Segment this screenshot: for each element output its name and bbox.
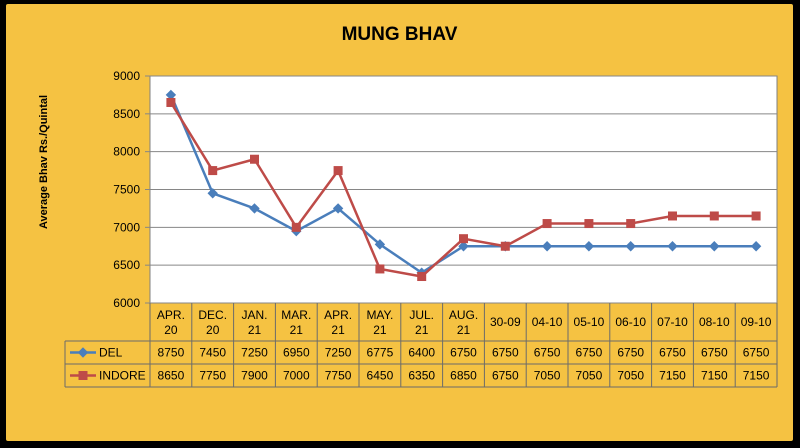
data-point: [750, 241, 762, 252]
data-label: 7250: [325, 346, 352, 360]
data-point: [78, 371, 88, 380]
x-tick-label: 09-10: [741, 315, 772, 329]
data-label: 7450: [199, 346, 226, 360]
data-point: [166, 97, 176, 107]
x-tick-label: 21: [415, 323, 429, 337]
data-label: 7050: [576, 369, 603, 383]
data-label: 7750: [325, 369, 352, 383]
data-label: 7000: [283, 369, 310, 383]
data-label: 6750: [492, 346, 519, 360]
data-point: [250, 154, 259, 164]
x-tick-label: MAY.: [366, 308, 393, 322]
data-point: [500, 241, 510, 251]
data-point: [374, 239, 386, 250]
legend-label: DEL: [99, 346, 123, 360]
data-point: [207, 188, 218, 199]
data-point: [458, 241, 469, 252]
legend-label: INDORE: [99, 369, 146, 383]
x-tick-label: 08-10: [699, 315, 730, 329]
y-tick-label: 7000: [113, 220, 140, 234]
data-point: [417, 272, 427, 282]
data-point: [668, 211, 677, 221]
data-label: 8750: [158, 346, 185, 360]
x-tick-label: 04-10: [532, 315, 563, 329]
chart-title: MUNG BHAV: [341, 24, 458, 45]
y-tick-label: 7500: [113, 183, 140, 197]
x-tick-label: MAR.: [281, 308, 311, 322]
data-point: [332, 203, 344, 214]
data-label: 6400: [408, 346, 435, 360]
data-label: 6750: [492, 369, 519, 383]
data-label: 6750: [576, 346, 603, 360]
data-point: [584, 219, 594, 229]
x-tick-label: 06-10: [615, 315, 646, 329]
x-tick-label: JUL.: [409, 308, 434, 322]
y-tick-label: 8500: [113, 107, 140, 121]
x-tick-label: JAN.: [241, 308, 267, 322]
data-point: [709, 241, 720, 252]
data-label: 6950: [283, 346, 310, 360]
data-label: 6450: [367, 369, 394, 383]
data-point: [625, 241, 636, 252]
x-tick-label: AUG.: [449, 308, 478, 322]
data-label: 6750: [701, 346, 728, 360]
data-label: 6775: [367, 346, 394, 360]
x-tick-label: 21: [290, 323, 304, 337]
data-label: 7050: [534, 369, 561, 383]
data-point: [208, 166, 218, 176]
data-label: 6750: [743, 346, 770, 360]
y-tick-label: 8000: [113, 145, 140, 159]
data-label: 6850: [450, 369, 477, 383]
data-label: 6750: [617, 346, 644, 360]
x-tick-label: APR.: [157, 308, 185, 322]
y-tick-label: 9000: [113, 69, 140, 83]
x-tick-label: 21: [331, 323, 345, 337]
data-label: 6750: [450, 346, 477, 360]
x-tick-label: 21: [457, 323, 471, 337]
x-tick-label: APR.: [324, 308, 352, 322]
data-point: [291, 222, 301, 232]
data-point: [459, 234, 468, 244]
data-point: [751, 211, 761, 221]
y-tick-label: 6000: [113, 296, 140, 310]
x-tick-label: 05-10: [574, 315, 605, 329]
data-point: [626, 219, 636, 229]
x-tick-label: 21: [373, 323, 387, 337]
data-label: 6750: [534, 346, 561, 360]
data-label: 7150: [701, 369, 728, 383]
data-point: [541, 241, 553, 252]
data-point: [77, 347, 89, 358]
data-label: 8650: [158, 369, 185, 383]
x-tick-label: 21: [248, 323, 262, 337]
data-label: 7750: [199, 369, 226, 383]
x-tick-label: 20: [206, 323, 220, 337]
x-tick-label: 30-09: [490, 315, 521, 329]
data-point: [375, 264, 385, 274]
x-tick-label: DEC.: [198, 308, 227, 322]
data-point: [249, 203, 260, 214]
data-point: [542, 219, 552, 229]
x-tick-label: 07-10: [657, 315, 688, 329]
data-label: 6750: [659, 346, 686, 360]
data-label: 7900: [241, 369, 268, 383]
y-tick-label: 6500: [113, 258, 140, 272]
data-label: 7050: [617, 369, 644, 383]
data-point: [709, 211, 719, 221]
data-point: [333, 166, 343, 176]
data-point: [667, 241, 678, 252]
x-tick-label: 20: [164, 323, 178, 337]
data-label: 7150: [659, 369, 686, 383]
data-point: [583, 241, 595, 252]
data-label: 6350: [408, 369, 435, 383]
data-label: 7150: [743, 369, 770, 383]
data-label: 7250: [241, 346, 268, 360]
